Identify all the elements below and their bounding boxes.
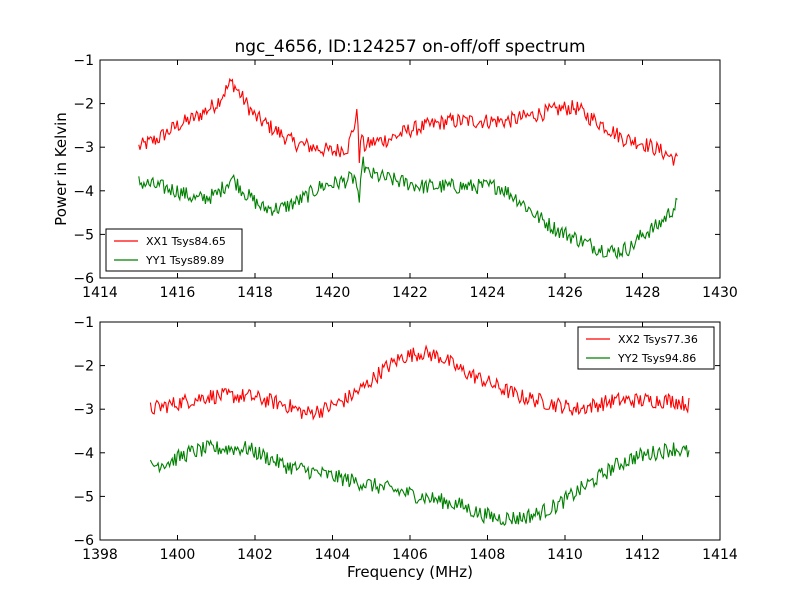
x-axis-label: Frequency (MHz): [347, 563, 473, 581]
y-tick-label: −3: [73, 402, 94, 418]
series-line-yy-1: [138, 156, 678, 260]
x-tick-label: 1412: [625, 547, 661, 563]
y-tick-label: −6: [73, 533, 94, 549]
x-tick-label: 1416: [160, 285, 196, 301]
x-tick-label: 1426: [547, 285, 583, 301]
x-tick-label: 1420: [315, 285, 351, 301]
legend-label: XX2 Tsys77.36: [618, 333, 698, 346]
y-tick-label: −4: [73, 446, 94, 462]
y-tick-label: −6: [73, 271, 94, 287]
x-tick-label: 1398: [82, 547, 118, 563]
x-tick-label: 1418: [237, 285, 273, 301]
x-tick-label: 1414: [702, 547, 738, 563]
x-tick-label: 1404: [315, 547, 351, 563]
y-tick-label: −2: [73, 97, 94, 113]
x-tick-label: 1428: [625, 285, 661, 301]
series-line-xx-2: [149, 344, 690, 421]
x-tick-label: 1406: [392, 547, 428, 563]
legend-box: [577, 326, 715, 370]
legend-label: YY2 Tsys94.86: [617, 352, 696, 365]
legend: XX1 Tsys84.65 YY1 Tsys89.89: [105, 228, 243, 272]
y-tick-label: −2: [73, 359, 94, 375]
x-tick-label: 1424: [470, 285, 506, 301]
x-tick-label: 1422: [392, 285, 428, 301]
legend-label: YY1 Tsys89.89: [145, 254, 224, 267]
legend: XX2 Tsys77.36 YY2 Tsys94.86: [577, 326, 715, 370]
x-tick-label: 1430: [702, 285, 738, 301]
series-line-xx-1: [138, 77, 678, 166]
top-subplot: ngc_4656, ID:124257 on-off/off spectrum …: [52, 37, 738, 301]
y-tick-label: −4: [73, 184, 94, 200]
y-tick-label: −5: [73, 489, 94, 505]
y-axis-label: Power in Kelvin: [52, 112, 70, 226]
y-tick-label: −5: [73, 227, 94, 243]
x-tick-label: 1402: [237, 547, 273, 563]
y-tick-label: −1: [73, 315, 94, 331]
x-tick-label: 1410: [547, 547, 583, 563]
x-tick-label: 1414: [82, 285, 118, 301]
y-tick-label: −3: [73, 140, 94, 156]
bottom-subplot: Frequency (MHz) 1398 1400 1402 1404 1406 1408…: [73, 315, 738, 581]
legend-label: XX1 Tsys84.65: [146, 235, 226, 248]
x-tick-label: 1408: [470, 547, 506, 563]
chart-title: ngc_4656, ID:124257 on-off/off spectrum: [234, 37, 585, 57]
legend-box: [105, 228, 243, 272]
y-tick-label: −1: [73, 53, 94, 69]
x-tick-label: 1400: [160, 547, 196, 563]
series-line-yy-2: [149, 439, 690, 527]
